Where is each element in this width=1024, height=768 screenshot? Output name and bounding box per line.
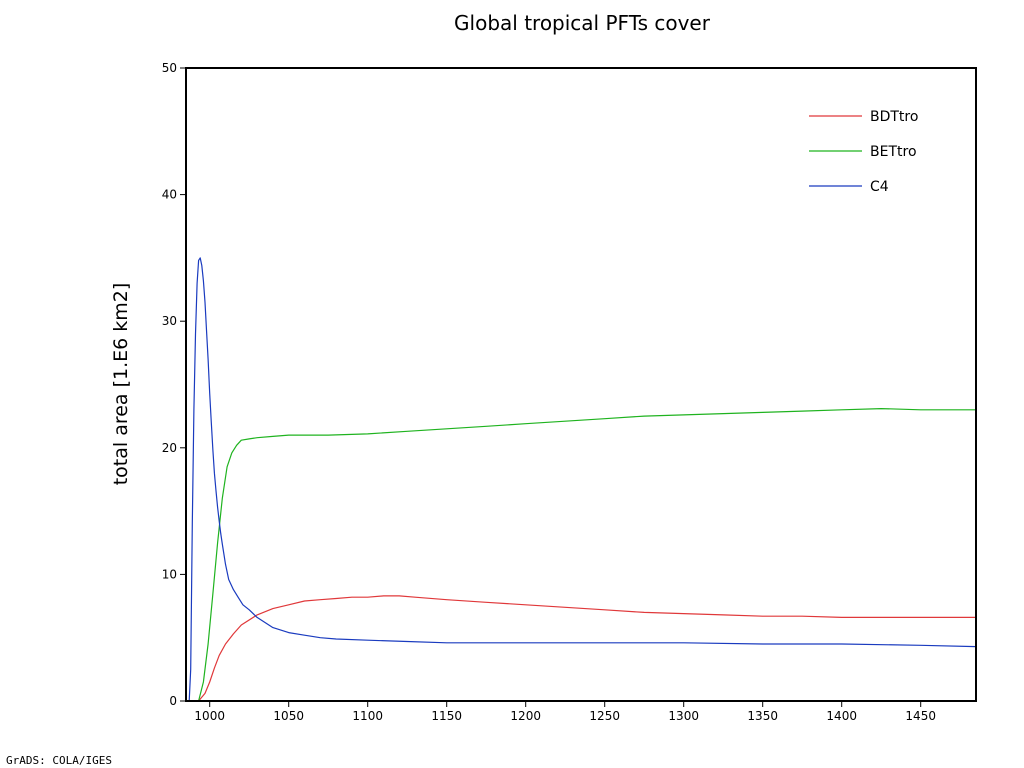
x-tick-label: 1400 xyxy=(826,709,857,723)
y-tick-label: 30 xyxy=(162,314,177,328)
legend-label-bdttro: BDTtro xyxy=(870,109,918,125)
legend: BDTtro BETtro C4 xyxy=(809,109,918,195)
x-tick-label: 1450 xyxy=(905,709,936,723)
y-tick-label: 20 xyxy=(162,441,177,455)
plot-frame xyxy=(185,67,977,702)
legend-label-c4: C4 xyxy=(870,179,889,195)
y-axis-label: total area [1.E6 km2] xyxy=(110,283,132,486)
series-line-c4 xyxy=(186,257,977,702)
chart-title: Global tropical PFTs cover xyxy=(454,11,711,35)
x-tick-label: 1350 xyxy=(747,709,778,723)
x-tick-label: 1200 xyxy=(510,709,541,723)
series-line-bettro xyxy=(186,408,976,702)
y-tick-label: 10 xyxy=(162,567,177,581)
x-tick-label: 1150 xyxy=(431,709,462,723)
x-tick-label: 1100 xyxy=(352,709,383,723)
x-tick-label: 1300 xyxy=(668,709,699,723)
series-layer xyxy=(186,257,977,702)
x-tick-label: 1050 xyxy=(273,709,304,723)
footer-credit: GrADS: COLA/IGES xyxy=(6,754,112,767)
x-tick-label: 1250 xyxy=(589,709,620,723)
series-line-bdttro xyxy=(186,595,976,702)
x-tick-label: 1000 xyxy=(194,709,225,723)
y-tick-label: 40 xyxy=(162,188,177,202)
legend-label-bettro: BETtro xyxy=(870,144,917,160)
y-tick-label: 0 xyxy=(169,694,177,708)
ticks-layer: 0 10 20 30 40 50 1000 1050 1100 1150 1200 1250 1300 1… xyxy=(162,61,936,723)
y-tick-label: 50 xyxy=(162,61,177,75)
